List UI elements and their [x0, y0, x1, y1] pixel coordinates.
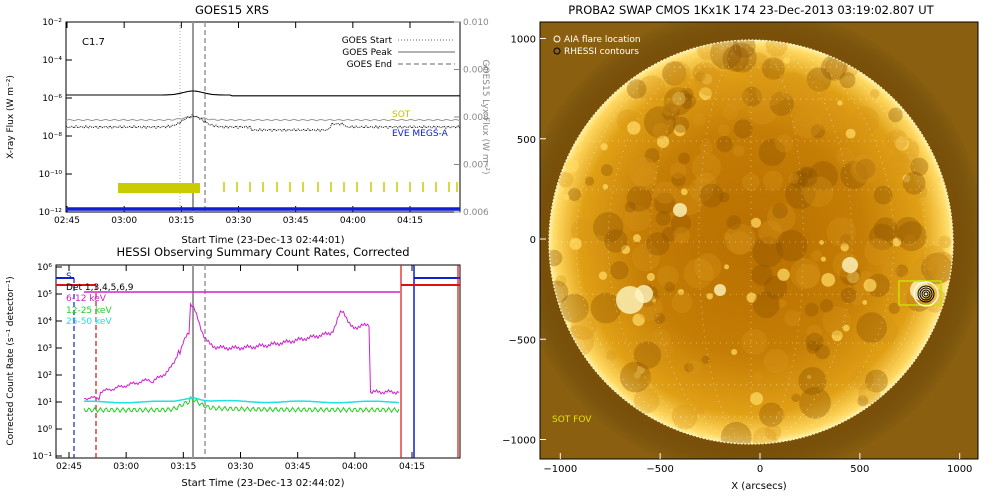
hessi-y-ticks: 10⁶ 10⁵ 10⁴ 10³ 10² 10¹ 10⁰ 10⁻¹: [32, 263, 62, 462]
swap-y-tick-label: 1000: [511, 35, 536, 46]
eve-label: EVE MEGS-A: [392, 129, 449, 139]
x-tick-label: 03:30: [228, 462, 254, 472]
goes-right-tick-label: 0.008: [463, 113, 489, 123]
x-tick-label: 03:45: [285, 462, 311, 472]
hessi-25-50-kev-curve: [83, 396, 400, 404]
x-tick-label: 03:15: [168, 216, 194, 226]
swap-x-tick-label: 0: [757, 464, 763, 475]
swap-y-tick-label: 0: [530, 235, 536, 246]
goes-y-tick-label: 10⁻⁴: [42, 56, 62, 66]
swap-y-tick-label: −500: [509, 335, 536, 346]
swap-x-ticks: −1000 −500 0 500 1000: [543, 453, 972, 475]
goes-right-tick-label: 0.006: [463, 208, 489, 218]
goes-y-tick-label: 10⁻⁶: [42, 94, 62, 104]
swap-x-tick-label: 1000: [947, 464, 972, 475]
hessi-y-tick-label: 10¹: [37, 398, 52, 408]
hessi-y-tick-label: 10³: [37, 344, 52, 354]
hessi-y-tick-label: 10⁴: [37, 317, 52, 327]
heliographic-grid: [549, 40, 953, 444]
legend-hessi-det: Det 1,3,4,5,6,9: [66, 283, 134, 293]
x-tick-label: 03:00: [111, 216, 137, 226]
flare-class-label: C1.7: [82, 37, 105, 48]
hessi-ylabel: Corrected Count Rate (s⁻¹ detector⁻¹): [6, 276, 16, 445]
x-tick-label: 03:15: [170, 462, 196, 472]
swap-plot-frame: [539, 21, 979, 460]
x-tick-label: 04:15: [397, 216, 423, 226]
swap-y-ticks: 1000 500 0 −500 −1000: [502, 35, 546, 447]
legend-goes-end: GOES End: [347, 60, 392, 70]
goes-y-ticks-right: 0.010 0.009 0.008 0.007 0.006: [454, 18, 489, 218]
hessi-panel: HESSI Observing Summary Count Rates, Cor…: [6, 245, 461, 489]
hessi-y-tick-label: 10⁻¹: [32, 452, 52, 462]
swap-image: [540, 22, 978, 459]
swap-title: PROBA2 SWAP CMOS 1Kx1K 174 23-Dec-2013 0…: [568, 3, 934, 17]
x-tick-label: 04:00: [340, 216, 366, 226]
goes-y-ticks: 10⁻² 10⁻⁴ 10⁻⁶ 10⁻⁸ 10⁻¹⁰ 10⁻¹²: [39, 18, 72, 218]
hessi-y-tick-label: 10⁶: [37, 263, 52, 273]
swap-y-tick-label: 500: [517, 135, 536, 146]
sot-fov-label: SOT FOV: [552, 415, 592, 425]
goes-y-tick-label: 10⁻²: [42, 18, 62, 28]
goes-right-tick-label: 0.007: [463, 161, 489, 171]
swap-x-tick-label: −1000: [543, 464, 577, 475]
legend-hessi-6-12: 6-12 keV: [66, 294, 107, 304]
hessi-12-25-kev-curve: [83, 395, 400, 414]
x-tick-label: 04:00: [342, 462, 368, 472]
goes-xlabel: Start Time (23-Dec-13 02:44:01): [181, 235, 344, 246]
goes-right-tick-label: 0.010: [463, 18, 489, 28]
hessi-title: HESSI Observing Summary Count Rates, Cor…: [116, 245, 409, 259]
solar-disk: [549, 40, 953, 444]
goes-title: GOES15 XRS: [195, 3, 269, 17]
hessi-y-tick-label: 10⁵: [37, 290, 52, 300]
sot-label: SOT: [392, 110, 411, 120]
swap-x-tick-label: −500: [646, 464, 673, 475]
swap-x-tick-label: 500: [850, 464, 869, 475]
legend-rhessi-symbol: [553, 47, 561, 55]
goes-y-tick-label: 10⁻¹⁰: [39, 170, 63, 180]
goes-panel: GOES15 XRS X-ray Flux (W m⁻²) GOES15 Lyx…: [6, 3, 490, 246]
goes-y-tick-label: 10⁻⁸: [42, 132, 62, 142]
aia-flare-location-marker: [913, 281, 939, 307]
x-tick-label: 02:45: [54, 216, 80, 226]
solar-limb: [548, 39, 954, 445]
legend-aia: AIA flare location: [564, 35, 641, 45]
x-tick-label: 03:45: [283, 216, 309, 226]
legend-aia-symbol: [553, 35, 561, 43]
x-tick-label: 03:30: [226, 216, 252, 226]
goes-short-channel-curve: [65, 114, 461, 132]
hessi-marker-s: S: [66, 272, 72, 282]
goes-y-tick-label: 10⁻¹²: [39, 208, 63, 218]
goes-ylabel: X-ray Flux (W m⁻²): [6, 75, 16, 159]
rhessi-contours: [917, 285, 935, 303]
goes-right-tick-label: 0.009: [463, 66, 489, 76]
swap-xlabel: X (arcsecs): [731, 481, 787, 492]
swap-y-tick-label: −1000: [502, 436, 536, 447]
goes-lyman-alpha-curve: [65, 116, 461, 122]
x-tick-label: 02:45: [56, 462, 82, 472]
legend-rhessi: RHESSI contours: [564, 47, 639, 57]
legend-goes-peak: GOES Peak: [342, 48, 392, 58]
legend-goes-start: GOES Start: [342, 36, 393, 46]
sot-coverage-bar: [118, 183, 200, 193]
legend-hessi-25-50: 25-50 keV: [66, 317, 112, 327]
legend-hessi-12-25: 12-25 keV: [66, 306, 112, 316]
hessi-x-ticks: 02:45 03:00 03:15 03:30 03:45 04:00 04:15: [56, 265, 425, 472]
hessi-plot-frame: [55, 264, 461, 459]
hessi-xlabel: Start Time (23-Dec-13 02:44:02): [181, 478, 344, 489]
x-tick-label: 04:15: [399, 462, 425, 472]
x-tick-label: 03:00: [113, 462, 139, 472]
hessi-y-tick-label: 10²: [37, 371, 52, 381]
goes-legend: GOES Start GOES Peak GOES End: [342, 36, 455, 70]
hessi-6-12-kev-curve: [83, 301, 400, 401]
goes-long-channel-curve: [66, 90, 460, 97]
sot-observation-ticks: [223, 182, 458, 192]
hessi-y-tick-label: 10⁰: [37, 425, 52, 435]
goes-ylabel-right: GOES15 Lyx Flux (W m⁻²): [480, 60, 490, 175]
swap-panel: PROBA2 SWAP CMOS 1Kx1K 174 23-Dec-2013 0…: [502, 3, 979, 492]
